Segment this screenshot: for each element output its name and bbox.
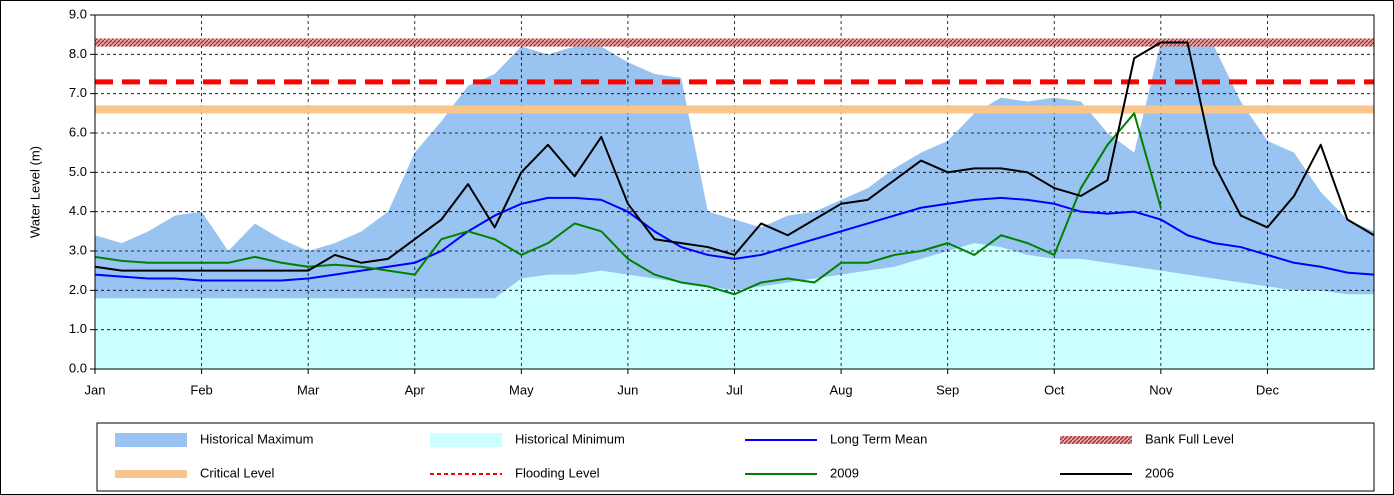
line-series	[94, 112, 1162, 296]
line-series	[94, 41, 1375, 272]
legend-item: Critical Level	[115, 465, 275, 480]
legend-item: Historical Minimum	[430, 431, 625, 447]
reference-level	[95, 105, 1374, 114]
x-tick-label: Jun	[617, 382, 638, 397]
legend-label: Flooding Level	[515, 465, 600, 480]
legend-label: Historical Maximum	[200, 431, 313, 446]
x-tick-label: Aug	[830, 382, 853, 397]
plot-frame	[94, 14, 1375, 370]
legend-item: Historical Maximum	[115, 431, 313, 447]
reference-level	[95, 38, 1374, 47]
legend-label: Long Term Mean	[830, 431, 927, 446]
legend-label: 2009	[830, 465, 859, 480]
x-tick-label: Feb	[190, 382, 212, 397]
y-axis-label: Water Level (m)	[27, 146, 42, 238]
y-tick-label: 6.0	[69, 124, 87, 139]
y-tick-label: 3.0	[69, 242, 87, 257]
x-tick-label: Dec	[1256, 382, 1280, 397]
x-tick-label: Jan	[85, 382, 106, 397]
legend-box	[96, 422, 1375, 492]
legend-label: Historical Minimum	[515, 431, 625, 446]
legend-swatch	[1060, 436, 1132, 444]
y-tick-label: 9.0	[69, 6, 87, 21]
legend-label: Bank Full Level	[1145, 431, 1234, 446]
legend-item: 2009	[745, 465, 859, 480]
y-tick-label: 2.0	[69, 282, 87, 297]
y-tick-label: 8.0	[69, 46, 87, 61]
x-tick-label: Mar	[297, 382, 320, 397]
y-tick-label: 5.0	[69, 164, 87, 179]
x-tick-label: May	[509, 382, 534, 397]
x-tick-label: Jul	[726, 382, 743, 397]
line-series	[94, 196, 1375, 282]
y-tick-label: 0.0	[69, 360, 87, 375]
legend-label: Critical Level	[200, 465, 275, 480]
y-tick-label: 7.0	[69, 85, 87, 100]
x-tick-label: Oct	[1044, 382, 1065, 397]
legend-swatch	[115, 470, 187, 478]
legend-label: 2006	[1145, 465, 1174, 480]
x-tick-label: Nov	[1149, 382, 1173, 397]
y-tick-label: 4.0	[69, 203, 87, 218]
x-tick-label: Apr	[405, 382, 426, 397]
legend-item: 2006	[1060, 465, 1174, 480]
legend-item: Flooding Level	[430, 465, 600, 480]
legend-item: Bank Full Level	[1060, 431, 1234, 446]
legend-item: Long Term Mean	[745, 431, 927, 446]
x-tick-label: Sep	[936, 382, 959, 397]
legend-swatch	[115, 433, 187, 447]
y-tick-label: 1.0	[69, 321, 87, 336]
legend-swatch	[430, 433, 502, 447]
